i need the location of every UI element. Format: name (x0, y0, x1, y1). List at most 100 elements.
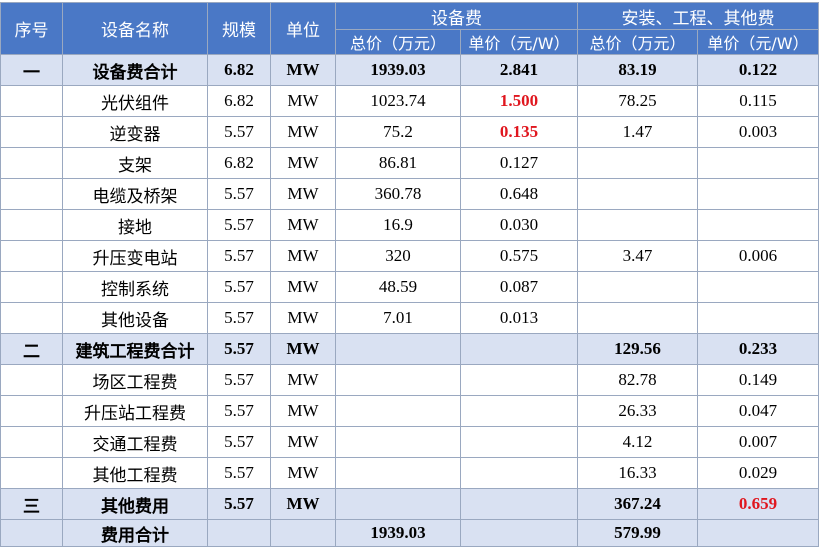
table-cell: 83.19 (577, 54, 698, 86)
table-cell (460, 457, 578, 489)
table-cell: MW (270, 333, 336, 365)
table-row: 电缆及桥架 5.57 MW 360.78 0.648 (0, 178, 819, 210)
table-cell: 2.841 (460, 54, 578, 86)
table-cell: 4.12 (577, 426, 698, 458)
table-cell: 3.47 (577, 240, 698, 272)
table-row: 其他工程费 5.57 MW 16.33 0.029 (0, 457, 819, 489)
table-cell (0, 178, 63, 210)
table-cell (0, 116, 63, 148)
table-cell: MW (270, 147, 336, 179)
table-cell (270, 519, 336, 547)
table-cell: 建筑工程费合计 (62, 333, 208, 365)
table-cell: 设备费合计 (62, 54, 208, 86)
table-cell: 360.78 (335, 178, 461, 210)
table-cell (577, 271, 698, 303)
table-cell (460, 333, 578, 365)
table-cell (577, 178, 698, 210)
table-cell: 367.24 (577, 488, 698, 520)
table-cell: MW (270, 54, 336, 86)
table-cell: 光伏组件 (62, 85, 208, 117)
table-cell: 1023.74 (335, 85, 461, 117)
table-cell: MW (270, 488, 336, 520)
table-cell: 82.78 (577, 364, 698, 396)
table-cell: 二 (0, 333, 63, 365)
table-cell: 5.57 (207, 395, 271, 427)
table-cell: 16.33 (577, 457, 698, 489)
table-cell: 0.149 (697, 364, 819, 396)
table-body: 一设备费合计 6.82 MW 1939.03 2.841 83.19 0.122 光伏组件 6.… (0, 54, 819, 547)
table-cell (207, 519, 271, 547)
header-cell: 设备费 (335, 2, 578, 30)
table-cell (577, 147, 698, 179)
table-row: 费用合计 1939.03 579.99 (0, 519, 819, 547)
table-cell (0, 302, 63, 334)
table-cell: 接地 (62, 209, 208, 241)
table-row: 光伏组件 6.82 MW 1023.74 1.500 78.25 0.115 (0, 85, 819, 117)
table-cell: 0.648 (460, 178, 578, 210)
table-cell (335, 333, 461, 365)
table-cell: 1939.03 (335, 54, 461, 86)
table-cell (697, 147, 819, 179)
table-row: 二建筑工程费合计 5.57 MW 129.56 0.233 (0, 333, 819, 365)
table-cell: 6.82 (207, 85, 271, 117)
table-row: 其他设备 5.57 MW 7.01 0.013 (0, 302, 819, 334)
table-cell: MW (270, 271, 336, 303)
table-cell: MW (270, 302, 336, 334)
table-cell: 0.135 (460, 116, 578, 148)
table-cell: MW (270, 364, 336, 396)
header-cell: 单价（元/W） (697, 29, 819, 55)
table-cell: MW (270, 178, 336, 210)
table-row: 接地 5.57 MW 16.9 0.030 (0, 209, 819, 241)
table-cell: 5.57 (207, 178, 271, 210)
header-cell: 规模 (207, 2, 271, 55)
table-cell: 0.122 (697, 54, 819, 86)
table-cell (460, 364, 578, 396)
table-cell: 0.659 (697, 488, 819, 520)
table-cell (335, 488, 461, 520)
table-cell: 6.82 (207, 54, 271, 86)
table-cell: 费用合计 (62, 519, 208, 547)
table-cell (0, 457, 63, 489)
table-cell: 129.56 (577, 333, 698, 365)
table-row: 控制系统 5.57 MW 48.59 0.087 (0, 271, 819, 303)
table-cell: 场区工程费 (62, 364, 208, 396)
table-cell (697, 302, 819, 334)
table-cell: 1939.03 (335, 519, 461, 547)
table-cell: 48.59 (335, 271, 461, 303)
table-cell: MW (270, 116, 336, 148)
table-cell: 75.2 (335, 116, 461, 148)
header-cell: 总价（万元） (577, 29, 698, 55)
table-cell: 其他设备 (62, 302, 208, 334)
table-row: 升压站工程费 5.57 MW 26.33 0.047 (0, 395, 819, 427)
table-cell: 电缆及桥架 (62, 178, 208, 210)
table-cell: 86.81 (335, 147, 461, 179)
table-row: 三其他费用 5.57 MW 367.24 0.659 (0, 488, 819, 520)
table-cell: MW (270, 85, 336, 117)
table-cell: 0.030 (460, 209, 578, 241)
header-row: 序号 设备名称 规模 单位 设备费 安装、工程、其他费 (0, 2, 819, 55)
table-row: 一设备费合计 6.82 MW 1939.03 2.841 83.19 0.122 (0, 54, 819, 86)
table-cell: 交通工程费 (62, 426, 208, 458)
table-cell: MW (270, 426, 336, 458)
table-cell: 0.087 (460, 271, 578, 303)
table-cell (460, 519, 578, 547)
table-cell: MW (270, 240, 336, 272)
table-cell: 5.57 (207, 240, 271, 272)
table-cell (335, 395, 461, 427)
table-row: 场区工程费 5.57 MW 82.78 0.149 (0, 364, 819, 396)
table-cell (0, 85, 63, 117)
table-cell: 0.006 (697, 240, 819, 272)
header-cell: 安装、工程、其他费 (577, 2, 819, 30)
table-cell: 控制系统 (62, 271, 208, 303)
table-cell (0, 147, 63, 179)
table-cell: 6.82 (207, 147, 271, 179)
table-cell: 其他工程费 (62, 457, 208, 489)
table-cell: 26.33 (577, 395, 698, 427)
table-cell: 三 (0, 488, 63, 520)
table-cell: 0.575 (460, 240, 578, 272)
header-cell: 单价（元/W） (460, 29, 578, 55)
table-cell: 5.57 (207, 209, 271, 241)
table-cell (697, 271, 819, 303)
